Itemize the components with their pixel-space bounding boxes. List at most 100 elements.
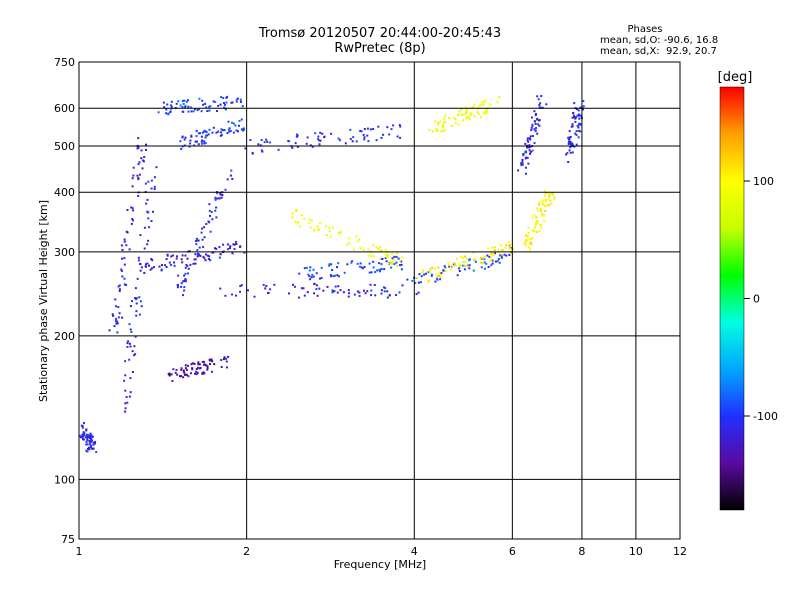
scatter-point (150, 187, 153, 190)
scatter-point (520, 162, 523, 165)
scatter-point (147, 180, 150, 183)
scatter-point (531, 237, 534, 240)
scatter-point (430, 273, 433, 276)
scatter-point (346, 263, 349, 266)
scatter-point (370, 271, 373, 274)
scatter-point (137, 177, 140, 180)
scatter-point (521, 163, 524, 166)
scatter-point (534, 122, 537, 125)
scatter-point (134, 335, 137, 338)
scatter-point (525, 234, 527, 237)
scatter-point (235, 100, 238, 103)
scatter-point (220, 131, 223, 134)
scatter-point (260, 149, 263, 152)
scatter-point (87, 448, 89, 450)
scatter-point (199, 132, 201, 135)
scatter-point (161, 264, 163, 267)
scatter-point (420, 281, 422, 284)
scatter-point (314, 132, 317, 135)
scatter-point (205, 106, 208, 109)
scatter-point (492, 252, 495, 255)
scatter-point (265, 285, 268, 287)
scatter-point (173, 264, 176, 267)
scatter-point (202, 255, 205, 258)
scatter-point (120, 268, 123, 271)
scatter-point (526, 137, 529, 140)
scatter-point (336, 266, 338, 269)
scatter-point (300, 287, 303, 290)
scatter-point (228, 130, 231, 133)
scatter-point (210, 211, 213, 213)
scatter-point (522, 153, 525, 155)
scatter-point (326, 285, 329, 288)
x-tick-label: 10 (629, 545, 643, 558)
scatter-point (392, 124, 395, 127)
scatter-point (309, 278, 312, 281)
scatter-point (130, 222, 133, 225)
scatter-point (306, 136, 309, 139)
scatter-point (124, 410, 127, 413)
scatter-point (459, 265, 461, 268)
scatter-point (545, 200, 547, 203)
scatter-point (423, 273, 426, 276)
scatter-point (196, 249, 199, 252)
scatter-point (533, 142, 536, 144)
scatter-point (537, 123, 540, 126)
scatter-point (239, 98, 242, 101)
scatter-point (222, 97, 225, 99)
scatter-point (543, 219, 546, 222)
scatter-point (124, 402, 127, 405)
scatter-point (130, 331, 133, 333)
scatter-point (551, 192, 554, 195)
phases-line-x: mean, sd,X: 92.9, 20.7 (600, 46, 717, 57)
scatter-point (170, 255, 173, 258)
scatter-point (163, 106, 166, 109)
scatter-point (577, 123, 580, 126)
scatter-point (223, 129, 226, 132)
scatter-point (575, 116, 578, 119)
scatter-point (533, 110, 536, 113)
scatter-point (574, 120, 577, 123)
scatter-point (568, 149, 571, 152)
scatter-point (567, 137, 570, 140)
scatter-point (333, 290, 336, 293)
scatter-point (434, 120, 436, 123)
scatter-point (180, 367, 183, 370)
scatter-point (259, 144, 262, 147)
scatter-point (231, 252, 234, 255)
scatter-point (138, 296, 141, 299)
scatter-point (132, 209, 135, 212)
scatter-point (479, 116, 482, 119)
scatter-point (568, 138, 571, 141)
scatter-point (496, 101, 499, 104)
scatter-point (527, 226, 530, 229)
scatter-point (277, 148, 280, 151)
scatter-point (187, 267, 190, 270)
scatter-point (532, 230, 535, 233)
scatter-point (473, 115, 476, 118)
scatter-point (235, 98, 238, 101)
scatter-point (150, 258, 153, 260)
scatter-point (530, 129, 533, 131)
scatter-point (224, 108, 227, 111)
scatter-point (218, 246, 221, 249)
scatter-point (129, 377, 132, 380)
scatter-point (490, 252, 493, 255)
scatter-point (319, 222, 322, 225)
scatter-point (235, 129, 238, 132)
scatter-point (131, 218, 134, 220)
scatter-point (240, 284, 243, 287)
scatter-point (195, 240, 197, 242)
scatter-point (498, 261, 501, 264)
scatter-point (208, 128, 211, 131)
scatter-point (543, 194, 546, 197)
scatter-point (317, 227, 320, 230)
scatter-point (115, 322, 118, 325)
scatter-point (214, 247, 216, 250)
scatter-point (529, 137, 531, 140)
scatter-point (385, 253, 388, 256)
phases-line-o: mean, sd,O: -90.6, 16.8 (600, 35, 719, 46)
scatter-point (466, 108, 469, 111)
scatter-point (195, 368, 198, 370)
scatter-point (373, 284, 376, 286)
